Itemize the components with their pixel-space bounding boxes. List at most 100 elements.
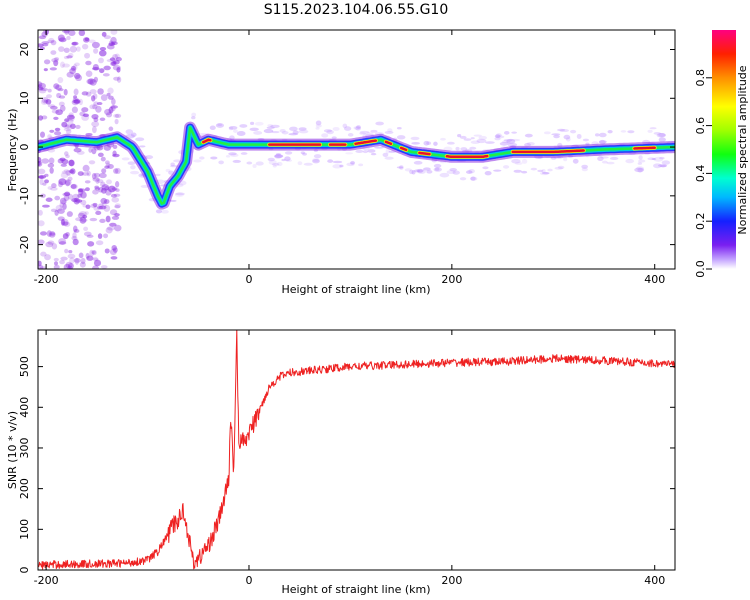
halo-speck bbox=[356, 125, 361, 129]
noise-speck bbox=[69, 68, 76, 75]
noise-speck bbox=[38, 115, 44, 121]
halo-speck bbox=[362, 150, 369, 154]
noise-speck bbox=[92, 189, 99, 195]
halo-speck bbox=[228, 152, 237, 156]
halo-speck bbox=[426, 141, 432, 146]
noise-speck bbox=[103, 233, 109, 239]
halo-speck bbox=[399, 165, 404, 170]
noise-speck bbox=[53, 83, 60, 90]
noise-speck bbox=[54, 57, 60, 61]
noise-speck bbox=[53, 131, 62, 136]
noise-speck bbox=[98, 57, 104, 64]
noise-speck bbox=[81, 107, 89, 113]
noise-speck bbox=[38, 35, 47, 40]
noise-speck bbox=[38, 209, 43, 216]
noise-speck bbox=[58, 95, 66, 99]
ridge-red bbox=[418, 151, 431, 156]
noise-speck bbox=[62, 233, 69, 240]
halo-speck bbox=[658, 137, 666, 142]
halo-speck bbox=[620, 130, 627, 133]
noise-speck bbox=[39, 178, 44, 186]
ridge-red bbox=[354, 139, 378, 146]
noise-speck bbox=[63, 195, 70, 201]
noise-speck bbox=[115, 188, 120, 192]
noise-speck bbox=[114, 205, 121, 209]
noise-speck bbox=[53, 59, 59, 67]
halo-speck bbox=[581, 164, 588, 169]
noise-speck bbox=[92, 126, 97, 134]
halo-speck bbox=[459, 135, 467, 139]
spectrogram-xtick-label: 0 bbox=[245, 273, 252, 286]
noise-speck bbox=[49, 167, 54, 174]
noise-speck bbox=[92, 202, 98, 207]
noise-speck bbox=[60, 61, 65, 68]
halo-speck bbox=[266, 126, 275, 129]
noise-speck bbox=[85, 91, 92, 97]
halo-speck bbox=[511, 158, 521, 164]
noise-speck bbox=[100, 94, 108, 101]
halo-speck bbox=[423, 167, 431, 171]
noise-speck bbox=[59, 259, 65, 265]
snr-xlabel: Height of straight line (km) bbox=[281, 583, 430, 596]
halo-speck bbox=[449, 167, 457, 172]
noise-speck bbox=[69, 45, 77, 53]
noise-speck bbox=[100, 156, 106, 162]
halo-speck bbox=[452, 170, 460, 175]
spectrogram-ticks: -200 0 200 400 -20 -10 0 10 20 bbox=[18, 30, 675, 286]
spectrogram-ytick-label: -20 bbox=[18, 236, 31, 254]
noise-speck bbox=[114, 224, 122, 232]
noise-speck bbox=[58, 46, 65, 52]
noise-speck bbox=[89, 217, 98, 222]
halo-speck bbox=[524, 133, 533, 138]
noise-speck bbox=[91, 95, 96, 102]
noise-speck bbox=[41, 41, 50, 45]
spectrogram-xlabel: Height of straight line (km) bbox=[281, 283, 430, 296]
noise-speck bbox=[77, 171, 84, 176]
halo-speck bbox=[599, 139, 606, 145]
noise-speck bbox=[75, 124, 81, 130]
halo-speck bbox=[154, 173, 161, 177]
noise-speck bbox=[93, 257, 99, 261]
halo-speck bbox=[359, 130, 370, 134]
halo-speck bbox=[625, 158, 635, 164]
halo-speck bbox=[600, 156, 609, 159]
noise-speck bbox=[88, 160, 96, 165]
noise-speck bbox=[63, 88, 68, 96]
halo-speck bbox=[193, 159, 202, 163]
noise-speck bbox=[111, 41, 118, 46]
noise-speck bbox=[40, 251, 47, 257]
snr-plot-area bbox=[38, 330, 675, 570]
halo-speck bbox=[493, 169, 502, 172]
halo-speck bbox=[557, 165, 565, 170]
halo-speck bbox=[543, 131, 551, 135]
noise-speck bbox=[57, 216, 65, 221]
noise-speck bbox=[91, 113, 99, 120]
noise-speck bbox=[38, 86, 44, 91]
snr-ytick-label: 100 bbox=[18, 519, 31, 540]
noise-speck bbox=[93, 76, 99, 83]
noise-speck bbox=[64, 118, 70, 123]
halo-speck bbox=[267, 157, 275, 162]
noise-speck bbox=[104, 248, 110, 254]
noise-speck bbox=[63, 47, 70, 53]
ridge-red bbox=[633, 146, 656, 150]
spectrogram-ytick-label: -10 bbox=[18, 187, 31, 205]
noise-speck bbox=[68, 112, 74, 118]
noise-speck bbox=[95, 178, 100, 184]
noise-speck bbox=[61, 158, 69, 165]
noise-speck bbox=[81, 91, 89, 96]
halo-speck bbox=[298, 129, 309, 134]
noise-speck bbox=[80, 257, 86, 265]
colorbar-ticks: 0.0 0.2 0.4 0.6 0.8 bbox=[694, 69, 712, 278]
noise-speck bbox=[78, 252, 84, 259]
halo-speck bbox=[252, 163, 257, 169]
halo-speck bbox=[658, 133, 666, 137]
noise-speck bbox=[38, 81, 43, 88]
halo-speck bbox=[502, 165, 510, 169]
halo-speck bbox=[396, 135, 406, 140]
halo-speck bbox=[417, 169, 423, 174]
noise-speck bbox=[85, 187, 90, 192]
noise-speck bbox=[104, 199, 110, 204]
halo-speck bbox=[607, 130, 613, 134]
halo-speck bbox=[559, 129, 570, 133]
